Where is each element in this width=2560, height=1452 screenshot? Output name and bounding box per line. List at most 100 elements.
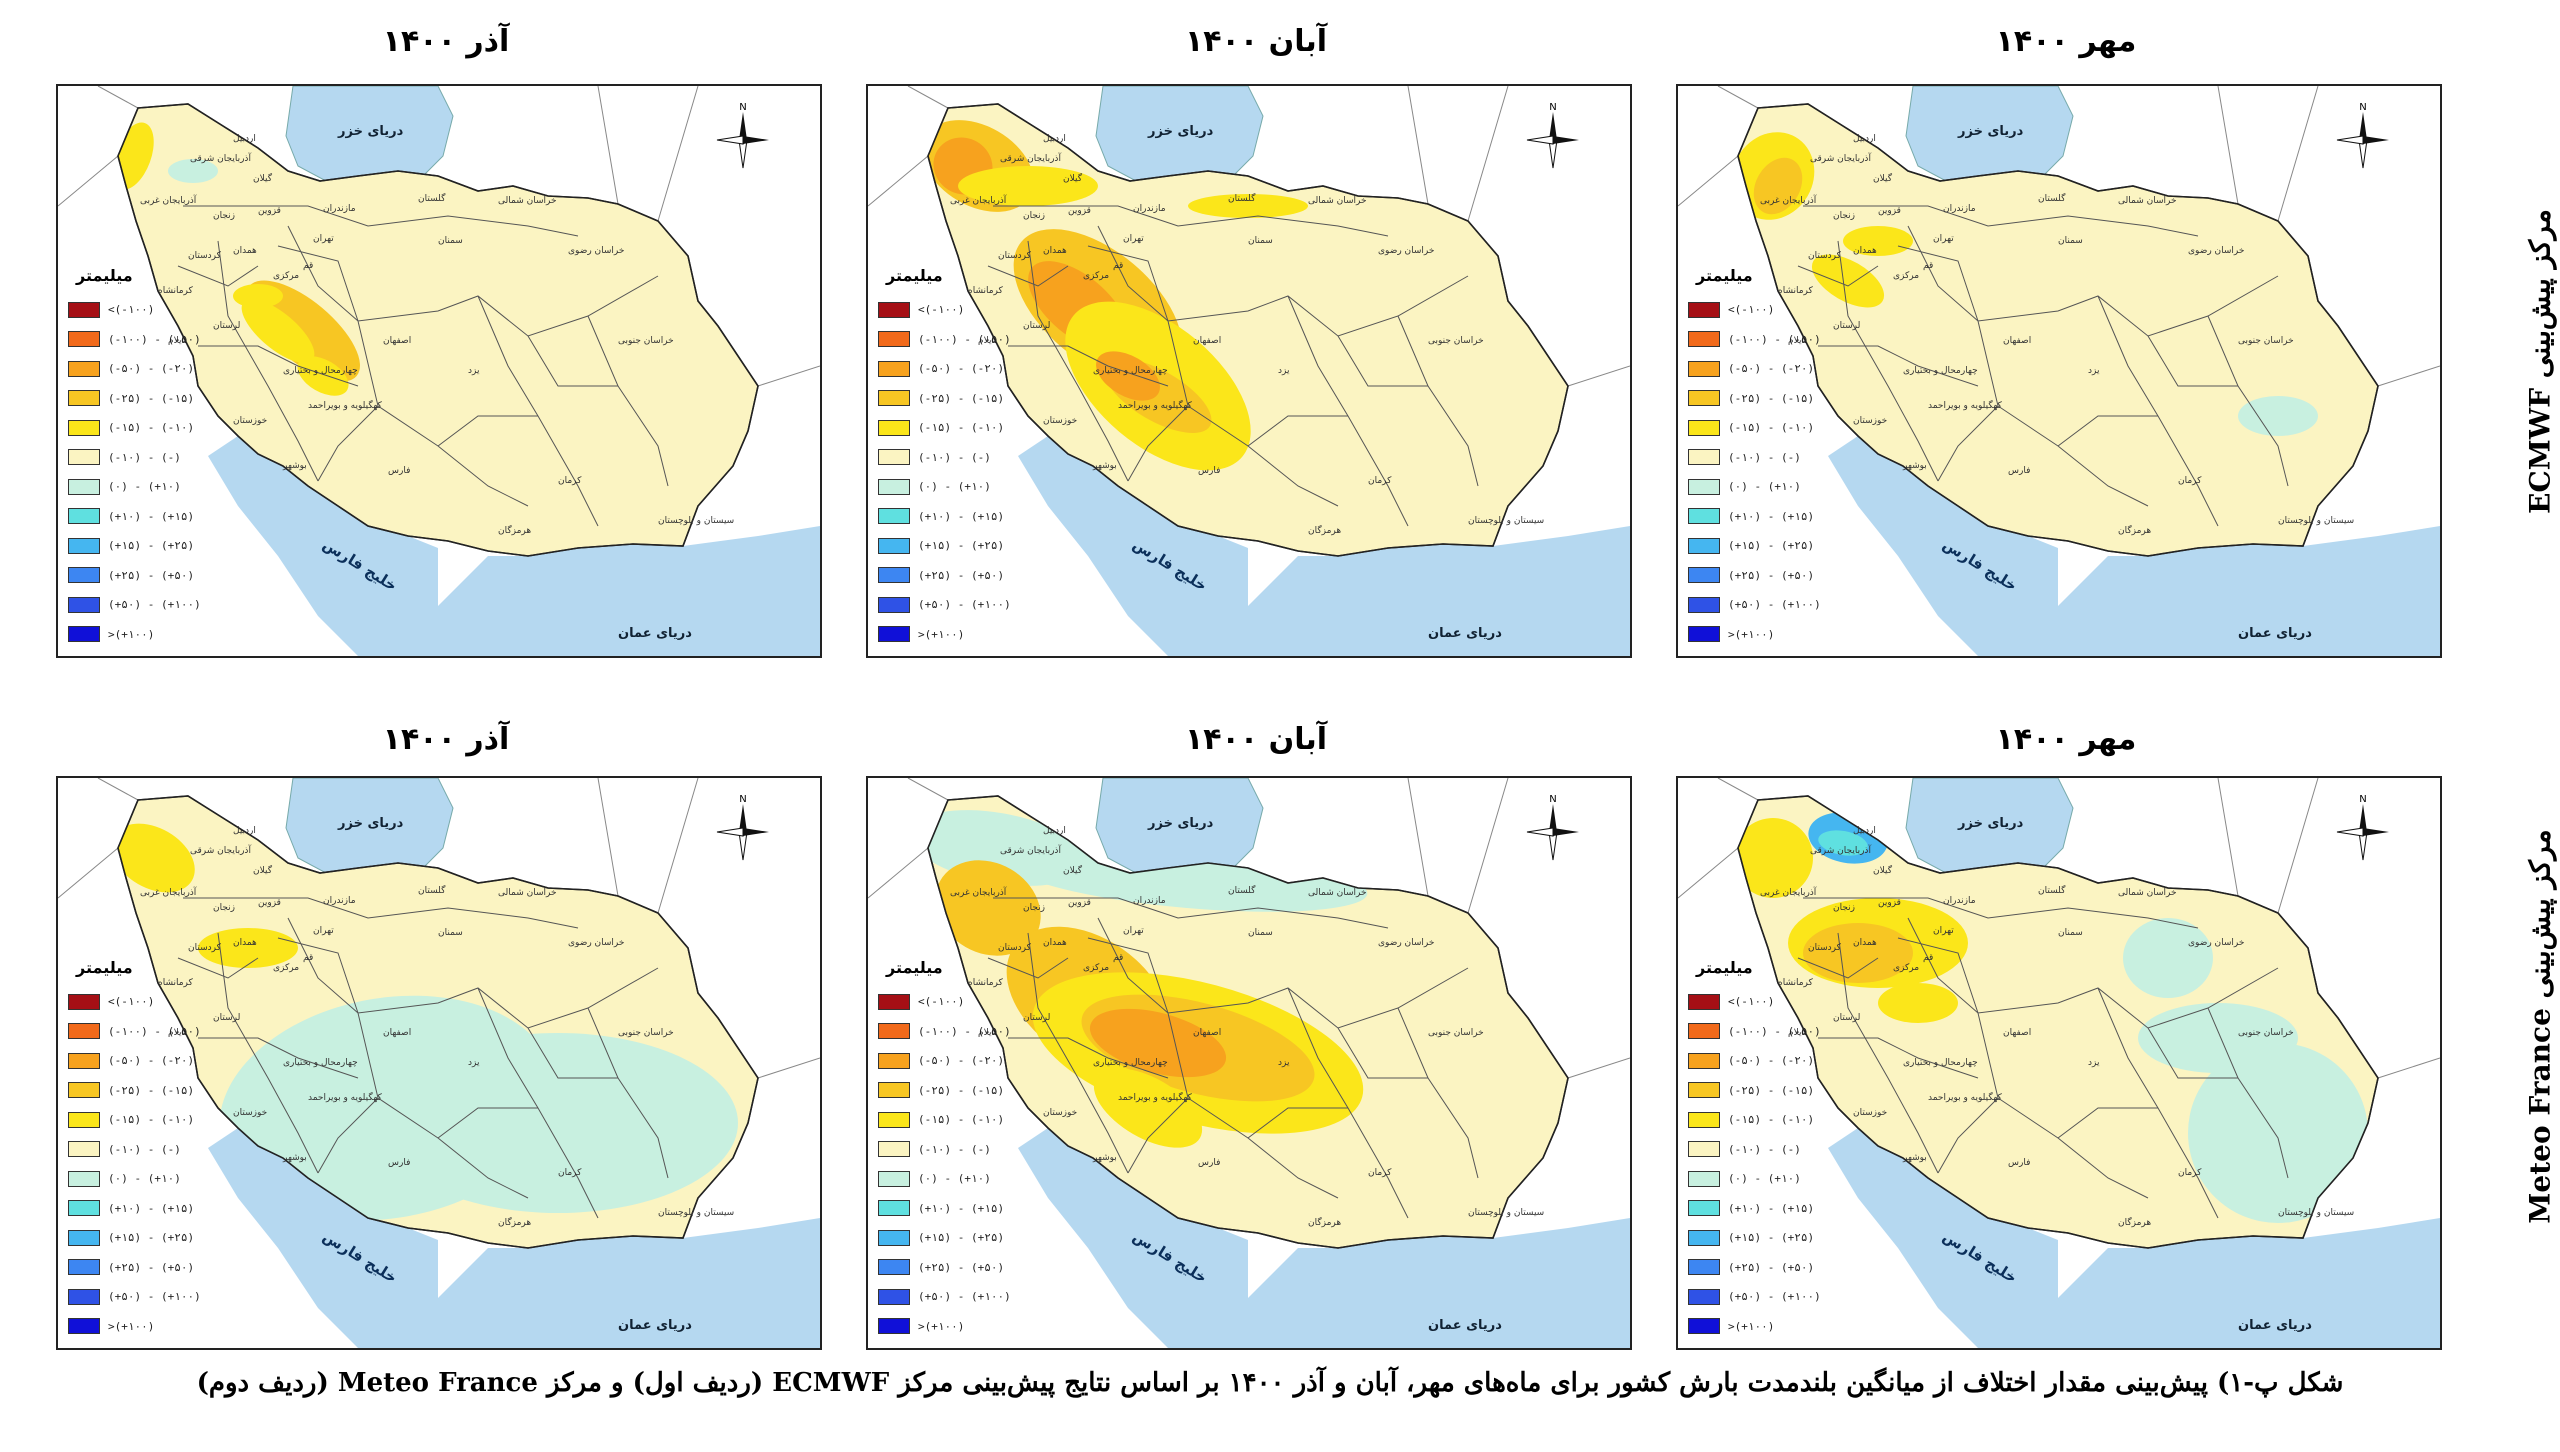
- oman-sea-label: دریای عمان: [1428, 626, 1502, 641]
- province-label: ایلام: [978, 1028, 994, 1038]
- anomaly-zone: [168, 159, 218, 183]
- legend-label: (۰) - (+۱۰): [108, 480, 181, 494]
- province-label: سیستان و بلوچستان: [2278, 516, 2355, 526]
- legend-swatch: [1688, 449, 1720, 466]
- province-label: زنجان: [213, 211, 236, 221]
- province-label: خراسان رضوی: [568, 938, 625, 948]
- province-label: خوزستان: [233, 416, 268, 426]
- legend-item: (+۱۵) - (+۲۵): [68, 1223, 218, 1253]
- legend-label: (-۱۰) - (-): [1728, 1142, 1801, 1156]
- province-label: همدان: [1043, 246, 1067, 256]
- province-label: آذربایجان غربی: [1760, 196, 1817, 206]
- svg-text:N: N: [739, 794, 746, 805]
- legend-label: (-۲۵) - (-۱۵): [108, 391, 195, 405]
- legend-label: (+۱۰) - (+۱۵): [918, 509, 1005, 523]
- legend-swatch: [68, 1111, 100, 1128]
- province-label: مازندران: [1133, 204, 1166, 214]
- province-label: سمنان: [1248, 928, 1273, 938]
- legend-swatch: [1688, 1082, 1720, 1099]
- legend-item: >(+۱۰۰): [878, 1312, 1028, 1342]
- legend-label: (+۱۰) - (+۱۵): [918, 1201, 1005, 1215]
- province-borders: [1797, 897, 2289, 1219]
- province-label: قزوین: [1878, 898, 1901, 908]
- legend-swatch: [878, 449, 910, 466]
- province-label: کرمان: [558, 476, 582, 486]
- province-label: مازندران: [323, 204, 356, 214]
- legend-item: <(-۱۰۰): [68, 295, 218, 325]
- province-label: لرستان: [1833, 1013, 1861, 1023]
- caspian-label: دریای خزر: [338, 124, 404, 139]
- legend-label: (-۵۰) - (-۲۰): [108, 1054, 195, 1068]
- oman-sea: [438, 1218, 820, 1348]
- province-label: کرمان: [1368, 1168, 1392, 1178]
- legend-item: (-۱۰۰) - (-۵۰): [68, 325, 218, 355]
- legend-item: (+۱۵) - (+۲۵): [1688, 531, 1838, 561]
- legend-swatch: [1688, 1318, 1720, 1335]
- anomaly-zone: [297, 356, 349, 396]
- province-label: همدان: [1853, 938, 1877, 948]
- province-label: اصفهان: [383, 336, 412, 346]
- legend-item: (+۵۰) - (+۱۰۰): [68, 590, 218, 620]
- province-label: بوشهر: [283, 1153, 307, 1163]
- anomaly-zone: [2238, 396, 2318, 436]
- legend-item: (+۵۰) - (+۱۰۰): [1688, 590, 1838, 620]
- oman-sea: [2058, 1218, 2440, 1348]
- legend-swatch: [68, 419, 100, 436]
- anomaly-zone: [1811, 254, 1885, 308]
- legend-swatch: [1688, 1141, 1720, 1158]
- province-label: گیلان: [253, 174, 272, 184]
- legend-label: (-۱۰۰) - (-۵۰): [108, 1024, 201, 1038]
- province-label: یزد: [468, 366, 480, 376]
- anomaly-zone: [1818, 830, 1868, 856]
- province-label: قم: [1113, 261, 1124, 271]
- legend-swatch: [1688, 1052, 1720, 1069]
- province-label: تهران: [1933, 926, 1954, 936]
- legend-swatch: [878, 478, 910, 495]
- province-label: خراسان شمالی: [2118, 196, 2177, 206]
- legend-item: (-۱۵) - (-۱۰): [68, 413, 218, 443]
- legend-label: (+۵۰) - (+۱۰۰): [1728, 598, 1821, 612]
- province-label: سمنان: [2058, 236, 2083, 246]
- province-label: کرمان: [558, 1168, 582, 1178]
- legend-label: (-۲۵) - (-۱۵): [108, 1083, 195, 1097]
- legend-swatch: [68, 1288, 100, 1305]
- province-label: قم: [303, 953, 314, 963]
- legend-label: >(+۱۰۰): [108, 1319, 155, 1333]
- province-label: اصفهان: [1193, 1028, 1222, 1038]
- province-label: تهران: [1933, 234, 1954, 244]
- province-label: گیلان: [1873, 174, 1892, 184]
- province-label: گلستان: [418, 886, 446, 896]
- legend-label: (+۱۵) - (+۲۵): [108, 1231, 195, 1245]
- caspian-label: دریای خزر: [1148, 124, 1214, 139]
- legend-item: (۰) - (+۱۰): [1688, 1164, 1838, 1194]
- anomaly-zone: [1089, 1008, 1227, 1078]
- persian-gulf: [1828, 436, 2058, 656]
- legend-swatch: [878, 331, 910, 348]
- map-canvas: [58, 86, 820, 656]
- svg-text:N: N: [2359, 102, 2366, 113]
- province-label: اردبیل: [1853, 826, 1876, 836]
- legend-item: (+۱۰) - (+۱۵): [1688, 502, 1838, 532]
- legend-label: (-۱۰) - (-): [918, 1142, 991, 1156]
- province-label: اردبیل: [1043, 826, 1066, 836]
- province-label: خوزستان: [1043, 1108, 1078, 1118]
- legend-item: (۰) - (+۱۰): [878, 472, 1028, 502]
- anomaly-zone: [958, 166, 1098, 206]
- legend-label: (-۱۰۰) - (-۵۰): [918, 332, 1011, 346]
- province-label: همدان: [1853, 246, 1877, 256]
- map-canvas: [1678, 778, 2440, 1348]
- province-label: خراسان جنوبی: [1428, 1028, 1484, 1038]
- province-label: بوشهر: [283, 461, 307, 471]
- province-label: سیستان و بلوچستان: [2278, 1208, 2355, 1218]
- province-label: آذربایجان غربی: [140, 888, 197, 898]
- legend-swatch: [878, 596, 910, 613]
- caspian-label: دریای خزر: [338, 816, 404, 831]
- legend-item: <(-۱۰۰): [878, 295, 1028, 325]
- legend-label: (-۱۵) - (-۱۰): [918, 421, 1005, 435]
- province-label: گیلان: [1063, 174, 1082, 184]
- province-label: خراسان جنوبی: [618, 1028, 674, 1038]
- legend-label: (-۱۰۰) - (-۵۰): [918, 1024, 1011, 1038]
- legend-label: (-۲۵) - (-۱۵): [918, 1083, 1005, 1097]
- legend-swatch: [1688, 567, 1720, 584]
- legend-label: (-۱۰) - (-): [108, 450, 181, 464]
